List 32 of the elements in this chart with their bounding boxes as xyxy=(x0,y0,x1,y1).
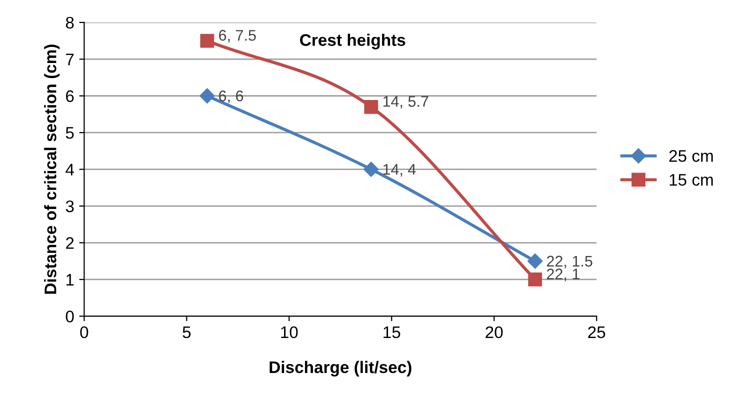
y-tick-label: 0 xyxy=(66,310,74,322)
x-axis-title: Discharge (lit/sec) xyxy=(270,360,412,377)
x-tick-label: 5 xyxy=(182,326,191,338)
data-label: 6, 7.5 xyxy=(219,30,256,43)
data-label: 6, 6 xyxy=(219,90,244,104)
x-tick-label: 10 xyxy=(281,326,298,338)
point xyxy=(528,272,542,286)
y-tick-label: 3 xyxy=(66,200,74,212)
legend-label: 15 cm xyxy=(670,174,713,186)
x-tick-label: 15 xyxy=(384,326,400,338)
annotation: Crest heights xyxy=(300,34,406,50)
y-tick-label: 7 xyxy=(66,54,74,66)
legend-label: 25 cm xyxy=(669,150,713,162)
data-label: 22, 1.5 xyxy=(546,256,592,268)
y-tick-label: 8 xyxy=(66,16,74,29)
y-tick-label: 5 xyxy=(66,127,74,139)
point xyxy=(200,88,215,104)
data-label: 14, 5.7 xyxy=(383,96,428,109)
y-axis-title: Distance of critical section (cm) xyxy=(44,44,60,294)
x-tick-label: 25 xyxy=(588,326,606,338)
point xyxy=(200,34,214,48)
point xyxy=(364,100,378,114)
y-tick-label: 2 xyxy=(66,237,74,249)
y-tick-label: 6 xyxy=(66,90,74,102)
x-tick-label: 20 xyxy=(486,326,503,338)
point xyxy=(364,162,379,177)
point xyxy=(528,254,543,269)
y-tick-label: 4 xyxy=(66,164,74,176)
y-tick-label: 1 xyxy=(66,274,74,286)
data-label: 14, 4 xyxy=(383,164,416,177)
data-label: 22, 1 xyxy=(546,268,580,282)
x-tick-label: 0 xyxy=(80,326,88,338)
